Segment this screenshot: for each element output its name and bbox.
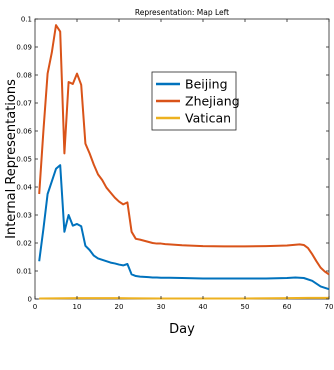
legend-label-beijing: Beijing bbox=[185, 77, 228, 92]
series-line-zhejiang bbox=[38, 24, 330, 276]
x-tick-label: 20 bbox=[115, 303, 124, 311]
x-tick-label: 30 bbox=[157, 303, 166, 311]
legend-label-zhejiang: Zhejiang bbox=[185, 94, 240, 109]
x-axis-label: Day bbox=[169, 322, 195, 337]
y-tick-label: 0.03 bbox=[16, 212, 32, 220]
x-tick-label: 60 bbox=[283, 303, 292, 311]
y-tick-label: 0.06 bbox=[16, 128, 32, 136]
y-tick-label: 0.08 bbox=[16, 72, 32, 80]
series-line-beijing bbox=[38, 164, 330, 291]
y-tick-label: 0.09 bbox=[16, 44, 32, 52]
y-tick-label: 0.07 bbox=[16, 100, 32, 108]
y-tick-label: 0.04 bbox=[16, 184, 32, 192]
y-tick-label: 0.05 bbox=[16, 156, 32, 164]
legend: Beijing Zhejiang Vatican bbox=[151, 71, 240, 131]
y-tick-label: 0.1 bbox=[21, 16, 32, 24]
x-tick-label: 50 bbox=[241, 303, 250, 311]
series-line-vatican bbox=[39, 296, 329, 300]
y-tick-label: 0.02 bbox=[16, 240, 32, 248]
legend-label-vatican: Vatican bbox=[185, 111, 231, 126]
x-tick-label: 70 bbox=[325, 303, 334, 311]
y-tick-label: 0 bbox=[28, 296, 32, 304]
plot-area-frame bbox=[34, 18, 330, 300]
y-axis-label: Internal Representations bbox=[4, 79, 19, 239]
y-tick-label: 0.01 bbox=[16, 268, 32, 276]
chart-title: Representation: Map Left bbox=[135, 8, 229, 17]
x-tick-label: 0 bbox=[33, 303, 37, 311]
x-tick-label: 40 bbox=[199, 303, 208, 311]
axis-ticks: 0 10 20 30 40 50 60 70 0 0.01 0.02 0.03 0.04 0.05 0.06… bbox=[16, 16, 333, 312]
x-tick-label: 10 bbox=[73, 303, 82, 311]
series-group bbox=[38, 24, 330, 300]
